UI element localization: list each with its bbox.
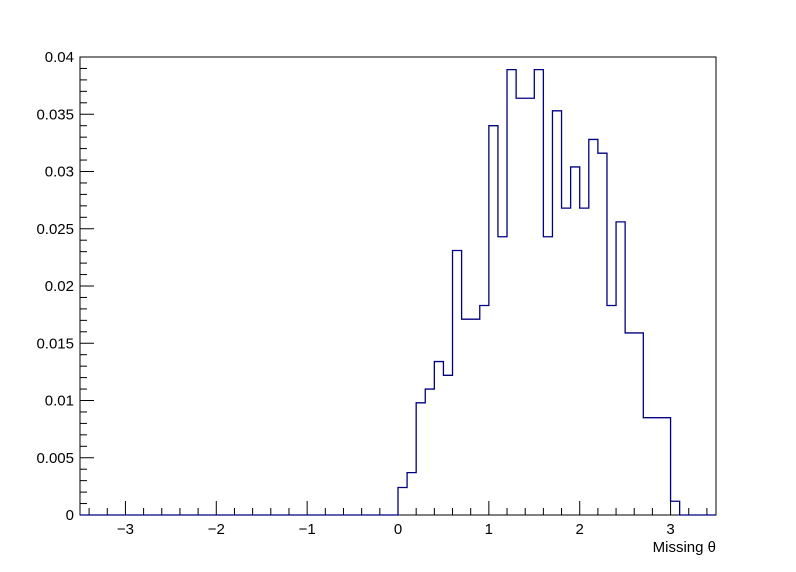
y-tick-label: 0.04 bbox=[45, 49, 74, 66]
plot-frame bbox=[79, 56, 717, 516]
axis-ticks bbox=[80, 56, 708, 516]
y-tick-labels: 0 0.005 0.01 0.015 0.02 0.025 0.03 0.035 0.04 bbox=[36, 49, 74, 524]
x-tick-label: 1 bbox=[485, 521, 493, 538]
x-tick-label: 2 bbox=[576, 521, 584, 538]
y-tick-label: 0.005 bbox=[36, 450, 74, 467]
x-tick-label: −2 bbox=[208, 521, 225, 538]
y-tick-label: 0.01 bbox=[45, 393, 74, 410]
x-tick-label: −3 bbox=[117, 521, 134, 538]
x-tick-label: 3 bbox=[666, 521, 674, 538]
y-tick-label: 0.015 bbox=[36, 335, 74, 352]
x-axis-title: Missing θ bbox=[653, 539, 716, 556]
histogram-series bbox=[80, 68, 716, 516]
y-tick-label: 0.035 bbox=[36, 106, 74, 123]
y-tick-label: 0 bbox=[66, 507, 74, 524]
y-tick-label: 0.025 bbox=[36, 221, 74, 238]
x-tick-label: 0 bbox=[394, 521, 402, 538]
x-tick-labels: −3 −2 −1 0 1 2 3 bbox=[117, 521, 675, 538]
y-tick-label: 0.03 bbox=[45, 164, 74, 181]
y-tick-label: 0.02 bbox=[45, 278, 74, 295]
x-tick-label: −1 bbox=[299, 521, 316, 538]
